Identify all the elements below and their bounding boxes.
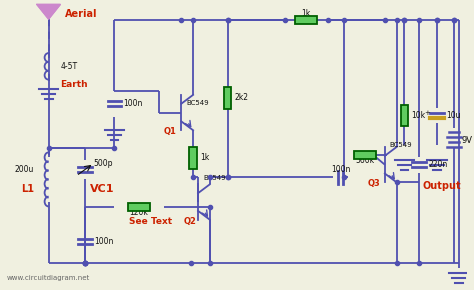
Polygon shape [37,4,60,19]
Text: Q2: Q2 [183,217,196,226]
Text: 4-5T: 4-5T [60,62,78,71]
Bar [295,16,317,24]
Text: Output: Output [422,181,461,191]
Text: 220n: 220n [428,160,447,169]
Text: VC1: VC1 [90,184,114,194]
Text: 100n: 100n [94,237,113,246]
Text: See Text: See Text [129,217,173,226]
Bar [224,87,231,109]
Text: Earth: Earth [60,79,88,88]
Text: 10u: 10u [446,111,460,120]
Text: 1k: 1k [301,9,311,18]
Text: L1: L1 [21,184,34,194]
Text: BC549: BC549 [390,142,412,148]
Text: www.circuitdiagram.net: www.circuitdiagram.net [6,275,90,281]
Text: 100n: 100n [331,165,350,174]
Text: 1k: 1k [200,153,209,162]
Bar [430,116,444,120]
Text: +: + [424,110,430,116]
Bar [189,147,197,168]
Text: Aerial: Aerial [65,9,98,19]
Text: BC549: BC549 [186,100,209,106]
Bar [355,151,376,159]
Text: 560k: 560k [356,156,375,165]
Text: 500p: 500p [94,159,113,168]
Text: 10k: 10k [411,111,426,120]
Text: 100n: 100n [123,99,143,108]
Text: 200u: 200u [15,165,34,174]
Text: Q1: Q1 [164,127,176,136]
Text: Q3: Q3 [367,179,380,188]
Bar [401,105,409,126]
Text: 9V: 9V [462,136,473,145]
Text: 2k2: 2k2 [235,93,248,102]
Text: BC549: BC549 [203,175,226,181]
Bar [128,203,150,211]
Text: 120k: 120k [129,208,148,217]
